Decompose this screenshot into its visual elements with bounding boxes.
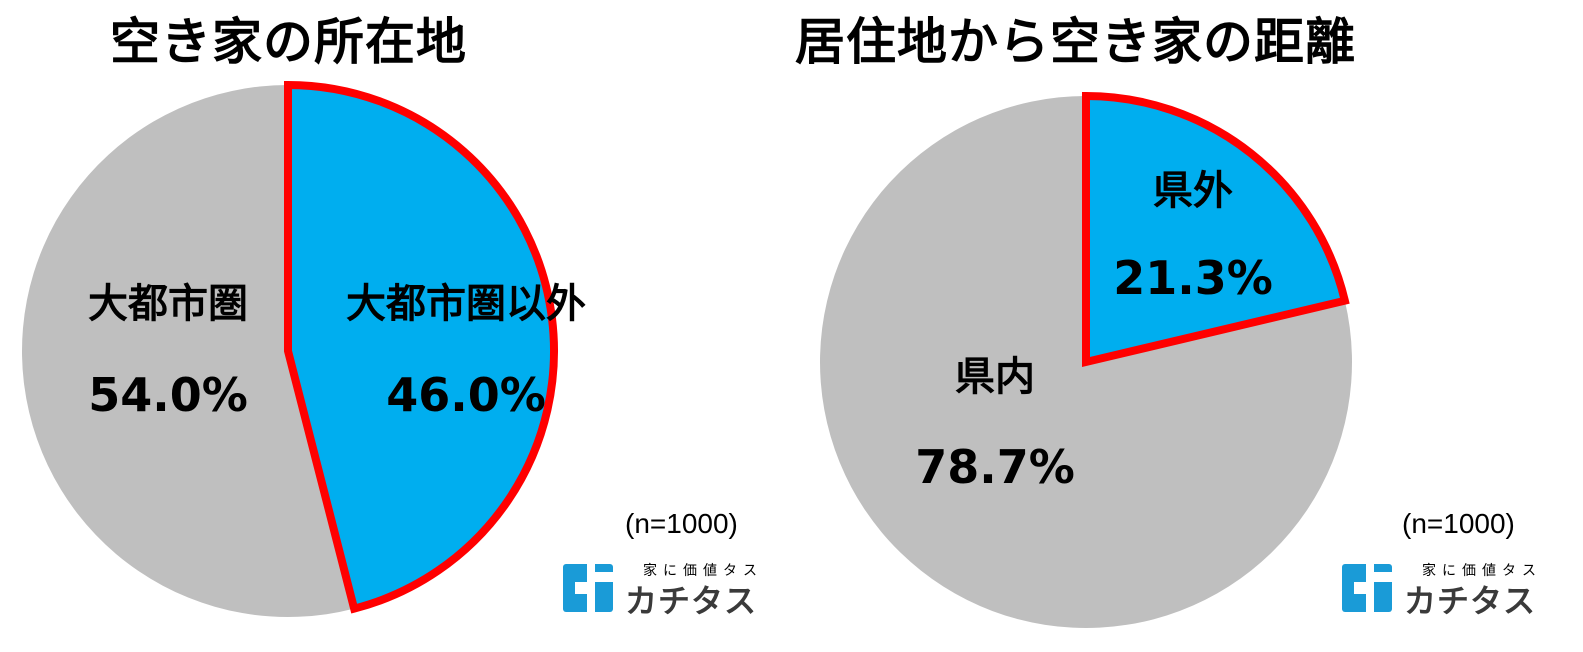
pie-slice-0-1 <box>22 85 355 617</box>
slice-value-label-0-1: 54.0% <box>88 368 248 422</box>
chart-title-distance: 居住地から空き家の距離 <box>795 13 1356 71</box>
slice-category-label-1-0: 県外 <box>1153 168 1233 214</box>
slice-value-label-1-1: 78.7% <box>915 440 1075 494</box>
slice-category-label-0-1: 大都市圏 <box>88 281 248 327</box>
logo-name: カチタス <box>1404 582 1537 620</box>
pie-slice-0-0 <box>284 80 558 614</box>
sample-size-note-right: (n=1000) <box>1402 508 1515 539</box>
slice-value-label-0-0: 46.0% <box>386 368 546 422</box>
slice-category-label-0-0: 大都市圏以外 <box>346 281 586 327</box>
chart-title-location: 空き家の所在地 <box>110 13 467 71</box>
logo-tagline: 家に価値タス <box>643 563 763 579</box>
logo-name: カチタス <box>625 582 758 620</box>
slice-value-label-1-0: 21.3% <box>1113 251 1273 305</box>
slice-category-label-1-1: 県内 <box>955 354 1035 400</box>
katitas-logo-left: 家に価値タス カチタス <box>563 560 768 620</box>
sample-size-note-left: (n=1000) <box>625 508 738 539</box>
pie-slice-1-0 <box>1082 91 1350 368</box>
katitas-logo-right: 家に価値タス カチタス <box>1342 560 1547 620</box>
logo-tagline: 家に価値タス <box>1422 563 1542 579</box>
katitas-logo-icon <box>563 564 613 612</box>
katitas-logo-icon <box>1342 564 1392 612</box>
